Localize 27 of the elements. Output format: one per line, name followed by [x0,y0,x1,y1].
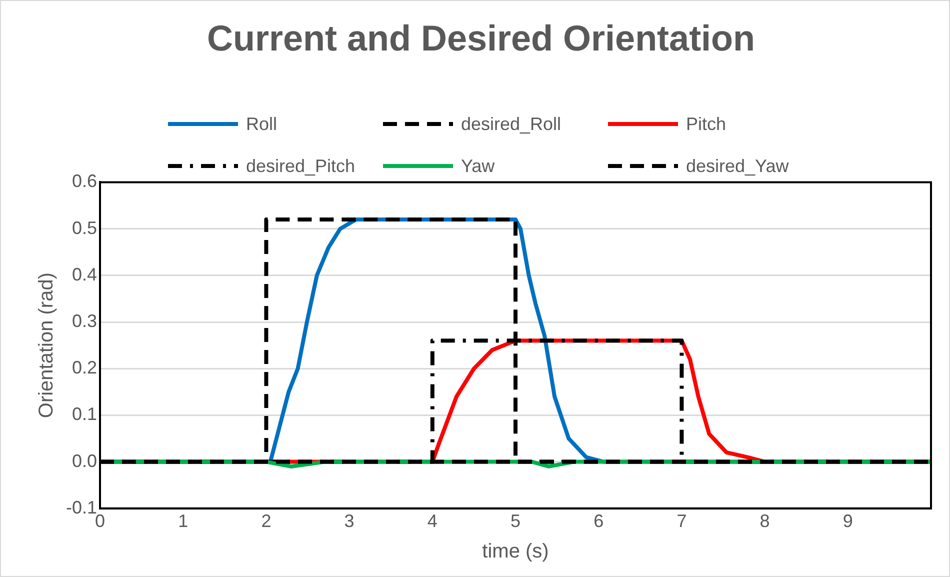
chart-title: Current and Desired Orientation [206,18,756,59]
x-tick-label: 9 [842,511,853,532]
y-tick-label: 0.4 [72,264,98,284]
x-tick-label: 7 [676,511,687,532]
x-tick-label: 4 [427,511,438,532]
y-tick-label: 0.5 [72,218,98,238]
legend-label: desired_Pitch [246,156,356,176]
x-tick-label: 3 [344,511,354,532]
y-tick-label: 0.3 [72,310,98,331]
x-tick-label: 2 [261,511,272,532]
y-tick-label: 0.6 [72,171,98,192]
y-tick-label: 0.1 [72,404,98,424]
y-tick-label: 0.2 [72,358,98,378]
legend-label: Roll [246,114,278,134]
x-tick-label: 5 [510,511,521,532]
y-tick-label: -0.1 [66,497,98,518]
legend-label: Pitch [686,114,726,134]
y-axis-title: Orientation (rad) [36,272,58,418]
x-tick-label: 1 [178,511,188,532]
legend-label: desired_Yaw [686,156,789,176]
legend-label: desired_Roll [461,114,562,134]
x-tick-label: 0 [95,511,106,532]
legend-label: Yaw [461,156,495,176]
y-tick-label: 0.0 [72,450,98,471]
x-tick-label: 8 [760,511,770,532]
x-axis-title: time (s) [482,540,549,563]
x-tick-label: 6 [594,511,604,532]
